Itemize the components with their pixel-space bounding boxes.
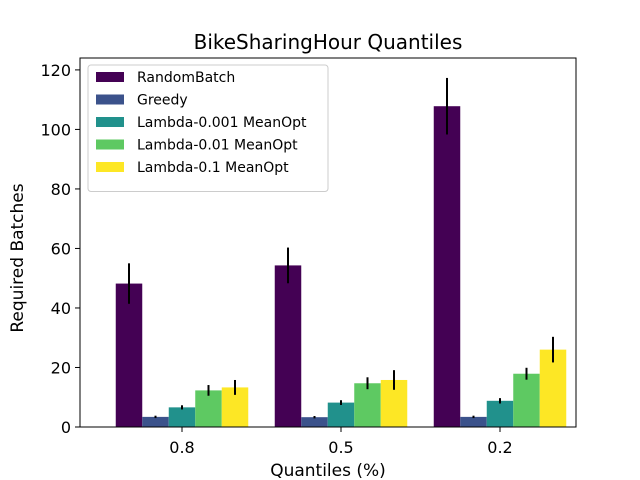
bar-greedy-1 — [301, 417, 328, 427]
legend-label-3: Lambda-0.01 MeanOpt — [137, 138, 298, 154]
plot-area — [115, 77, 567, 428]
legend: RandomBatch Greedy Lambda-0.001 MeanOpt Lam… — [87, 64, 329, 192]
bar-lambda-0-001-meanopt-2 — [486, 400, 514, 427]
bar-randombatch-2 — [433, 106, 461, 428]
chart-title: BikeSharingHour Quantiles — [194, 30, 463, 54]
legend-swatch-0 — [96, 72, 124, 82]
legend-label-4: Lambda-0.1 MeanOpt — [137, 160, 289, 176]
legend-label-0: RandomBatch — [137, 70, 235, 86]
legend-box — [87, 64, 329, 192]
bar-randombatch-0 — [115, 283, 143, 427]
x-tick-label-2: 0.2 — [487, 438, 512, 457]
bar-lambda-0-01-meanopt-2 — [513, 373, 540, 427]
y-tick-label-100: 100 — [40, 120, 71, 139]
y-tick-label-120: 120 — [40, 61, 71, 80]
y-tick-label-40: 40 — [51, 299, 71, 318]
bar-randombatch-1 — [274, 265, 302, 427]
bar-greedy-2 — [460, 416, 487, 427]
y-tick-label-80: 80 — [51, 180, 71, 199]
y-tick-label-60: 60 — [51, 239, 71, 258]
x-tick-label-0: 0.8 — [169, 438, 194, 457]
plot-frame — [79, 57, 577, 428]
legend-swatch-3 — [96, 139, 124, 150]
bar-lambda-0-01-meanopt-1 — [354, 383, 381, 427]
bar-lambda-0-001-meanopt-0 — [168, 407, 196, 427]
y-tick-label-20: 20 — [51, 358, 71, 377]
legend-label-1: Greedy — [137, 93, 188, 109]
x-tick-label-1: 0.5 — [328, 438, 353, 457]
axes: 0 20 40 60 80 100 120 0.8 0.5 0.2 — [40, 57, 577, 457]
bar-lambda-0-1-meanopt-2 — [539, 349, 567, 427]
bar-lambda-0-01-meanopt-0 — [195, 390, 222, 427]
y-axis-label: Required Batches — [8, 183, 28, 332]
y-tick-label-0: 0 — [61, 418, 71, 437]
legend-swatch-1 — [96, 94, 124, 105]
legend-swatch-4 — [96, 162, 124, 172]
legend-label-2: Lambda-0.001 MeanOpt — [137, 115, 307, 131]
bar-greedy-0 — [142, 416, 169, 427]
bar-lambda-0-001-meanopt-1 — [327, 402, 355, 427]
x-axis-label: Quantiles (%) — [270, 461, 386, 480]
legend-swatch-2 — [96, 117, 124, 127]
